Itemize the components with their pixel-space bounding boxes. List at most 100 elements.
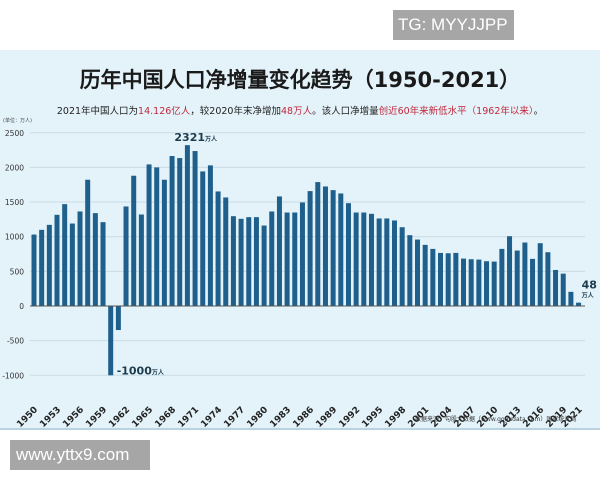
bar-2000 <box>415 239 420 306</box>
x-tick-label: 1992 <box>337 405 362 430</box>
bar-1996 <box>384 218 390 306</box>
bar-1960 <box>108 306 114 376</box>
x-tick-label: 1983 <box>268 405 293 430</box>
subtitle-text: ，较2020年末净增加 <box>190 106 281 117</box>
bar-1955 <box>69 223 75 306</box>
y-tick-label: -500 <box>7 337 24 346</box>
x-tick-label: 1968 <box>153 405 178 430</box>
x-tick-label: 1977 <box>222 405 247 430</box>
x-tick-label: 1974 <box>199 405 224 430</box>
bar-1981 <box>269 211 275 306</box>
subtitle-text: 2021年中国人口为 <box>56 106 139 117</box>
bar-1980 <box>261 225 267 306</box>
source-note: 数据来源：勾股大数据（www.gogudata.com）国家统计局 <box>415 416 577 423</box>
y-tick-label: 2500 <box>5 129 24 138</box>
bar-1986 <box>307 191 313 306</box>
chart-subtitle: 2021年中国人口为14.126亿人，较2020年末净增加48万人。该人口净增量… <box>0 103 600 117</box>
bar-1976 <box>230 216 236 306</box>
x-tick-label: 1965 <box>130 405 155 430</box>
bar-1989 <box>330 190 336 306</box>
bar-1990 <box>338 193 344 306</box>
bar-1973 <box>207 165 213 306</box>
x-tick-label: 1995 <box>360 405 385 430</box>
x-tick-label: 1956 <box>61 405 86 430</box>
data-label-1970: 2321万人 <box>174 131 218 144</box>
subtitle-highlight: 48万人 <box>280 106 313 117</box>
bar-2009 <box>484 261 490 306</box>
bar-2006 <box>461 258 467 306</box>
bar-1961 <box>115 306 121 331</box>
bar-1987 <box>315 182 321 306</box>
bar-2002 <box>430 248 436 306</box>
x-tick-label: 1980 <box>245 405 270 430</box>
y-tick-label: -1000 <box>2 371 24 380</box>
bar-2013 <box>514 250 520 306</box>
subtitle-text: 。该人口净增量 <box>312 106 379 117</box>
x-tick-label: 1971 <box>176 405 201 430</box>
bar-1985 <box>299 202 305 306</box>
data-label-2021: 48 万人 <box>581 279 597 300</box>
bar-1994 <box>368 213 374 306</box>
bar-1969 <box>177 158 183 306</box>
bar-1988 <box>322 186 328 306</box>
bar-1998 <box>399 227 405 306</box>
y-tick-label: 1000 <box>5 233 24 242</box>
bar-1982 <box>276 196 282 306</box>
bar-1957 <box>85 179 91 306</box>
bar-1951 <box>39 229 45 306</box>
bar-2007 <box>468 259 474 306</box>
bar-1999 <box>407 235 413 306</box>
bar-1992 <box>353 212 359 306</box>
bar-1953 <box>54 214 60 306</box>
bar-1968 <box>169 156 175 306</box>
bar-2017 <box>545 252 551 306</box>
y-tick-label: 500 <box>10 267 25 276</box>
x-tick-label: 1962 <box>107 405 132 430</box>
bar-1991 <box>345 203 351 306</box>
bar-1964 <box>138 214 144 306</box>
bar-1995 <box>376 218 382 306</box>
x-tick-label: 1998 <box>383 405 408 430</box>
bar-2012 <box>507 236 513 306</box>
bar-1970 <box>184 145 190 306</box>
bar-1966 <box>154 167 160 306</box>
y-tick-label: 0 <box>19 302 24 311</box>
unit-label: (单位：万人) <box>3 118 32 124</box>
chart-title: 历年中国人口净增量变化趋势（1950-2021） <box>79 68 521 92</box>
bar-1979 <box>253 217 259 306</box>
bar-1967 <box>161 179 167 306</box>
bar-1971 <box>192 151 198 306</box>
bar-1972 <box>200 171 206 306</box>
bar-1978 <box>246 217 252 306</box>
bar-1962 <box>123 206 129 306</box>
bar-1983 <box>284 212 290 306</box>
bar-1997 <box>391 220 397 306</box>
bar-2015 <box>530 258 536 306</box>
bar-2018 <box>553 269 559 306</box>
x-tick-label: 1950 <box>15 405 40 430</box>
bar-1984 <box>292 212 298 306</box>
watermark-tg: TG: MYYJJPP <box>393 10 514 40</box>
bar-2008 <box>476 259 482 306</box>
bar-1977 <box>238 218 244 306</box>
bar-1959 <box>100 222 106 306</box>
bar-1975 <box>223 197 229 306</box>
data-label-1960: -1000万人 <box>117 364 165 377</box>
bar-1965 <box>146 164 152 306</box>
bar-2004 <box>445 253 451 306</box>
bar-1993 <box>361 212 367 306</box>
bar-2020 <box>568 291 574 306</box>
x-tick-label: 1986 <box>291 405 316 430</box>
bar-2010 <box>491 261 497 306</box>
x-tick-label: 1959 <box>84 405 109 430</box>
bar-1952 <box>46 224 52 306</box>
bar-2011 <box>499 248 505 306</box>
bar-1963 <box>131 175 137 306</box>
bar-2019 <box>560 273 566 306</box>
x-tick-label: 1989 <box>314 405 339 430</box>
y-tick-label: 1500 <box>5 198 24 207</box>
watermark-site: www.yttx9.com <box>10 440 150 470</box>
bar-1974 <box>215 191 221 306</box>
bar-2014 <box>522 242 528 306</box>
